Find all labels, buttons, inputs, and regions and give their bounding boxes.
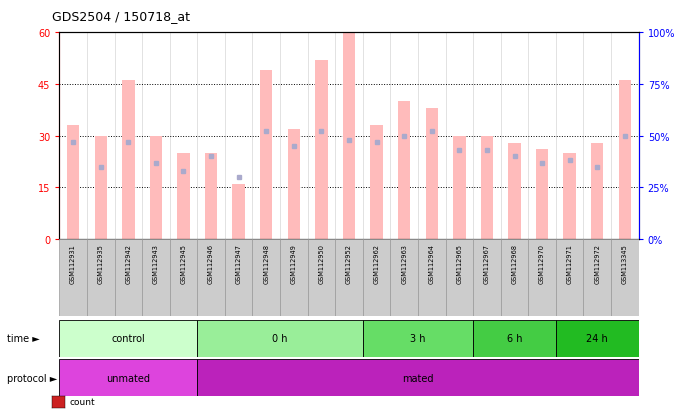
Bar [363, 240, 390, 316]
Text: GSM112949: GSM112949 [291, 243, 297, 283]
Text: GSM112946: GSM112946 [208, 243, 214, 283]
Bar [563, 154, 576, 240]
Text: mated: mated [402, 373, 433, 383]
Text: GSM112963: GSM112963 [401, 243, 407, 283]
Bar [225, 240, 253, 316]
Text: GSM112965: GSM112965 [456, 243, 462, 283]
Bar [122, 81, 135, 240]
Text: protocol ►: protocol ► [7, 373, 57, 383]
Text: GSM112931: GSM112931 [70, 243, 76, 283]
Bar [114, 240, 142, 316]
Bar [198, 240, 225, 316]
Bar [445, 240, 473, 316]
Bar [205, 154, 217, 240]
Bar [371, 126, 383, 240]
Bar [500, 240, 528, 316]
Bar [280, 240, 308, 316]
Text: GSM112970: GSM112970 [539, 243, 545, 283]
Bar [308, 240, 335, 316]
Bar [170, 240, 198, 316]
Bar [591, 143, 604, 240]
Text: GSM112952: GSM112952 [346, 243, 352, 283]
Text: control: control [112, 334, 145, 344]
Text: GSM112943: GSM112943 [153, 243, 159, 283]
Bar [87, 240, 114, 316]
Bar [556, 320, 639, 357]
Bar [260, 71, 272, 240]
Text: 3 h: 3 h [410, 334, 426, 344]
Bar [418, 240, 445, 316]
Text: GSM112964: GSM112964 [429, 243, 435, 283]
Text: GSM112948: GSM112948 [263, 243, 269, 283]
Bar [232, 185, 245, 240]
Bar [556, 240, 584, 316]
Bar [142, 240, 170, 316]
Bar [67, 126, 80, 240]
Bar [177, 154, 190, 240]
Bar [288, 129, 300, 240]
Bar [398, 102, 410, 240]
Bar [618, 81, 631, 240]
Text: GSM113345: GSM113345 [622, 243, 628, 283]
Bar [363, 320, 473, 357]
Text: GSM112971: GSM112971 [567, 243, 572, 283]
Text: GSM112968: GSM112968 [512, 243, 517, 283]
Text: 24 h: 24 h [586, 334, 608, 344]
Bar [390, 240, 418, 316]
Bar [198, 320, 363, 357]
Bar [473, 320, 556, 357]
Bar [453, 136, 466, 240]
Bar [315, 61, 327, 240]
Text: GSM112962: GSM112962 [373, 243, 380, 283]
Text: GSM112942: GSM112942 [126, 243, 131, 283]
Bar [611, 240, 639, 316]
Bar [426, 109, 438, 240]
Text: count: count [70, 397, 96, 406]
Bar [94, 136, 107, 240]
Bar [253, 240, 280, 316]
Text: GDS2504 / 150718_at: GDS2504 / 150718_at [52, 10, 191, 23]
Text: GSM112950: GSM112950 [318, 243, 325, 283]
Bar [528, 240, 556, 316]
Text: GSM112935: GSM112935 [98, 243, 104, 283]
Text: GSM112945: GSM112945 [181, 243, 186, 283]
Text: GSM112967: GSM112967 [484, 243, 490, 283]
Bar [481, 136, 493, 240]
Text: time ►: time ► [7, 334, 40, 344]
Text: GSM112972: GSM112972 [594, 243, 600, 283]
Text: GSM112947: GSM112947 [236, 243, 242, 283]
Text: unmated: unmated [106, 373, 150, 383]
Bar [536, 150, 549, 240]
Bar [335, 240, 363, 316]
Bar [149, 136, 162, 240]
Bar [59, 240, 87, 316]
Bar [59, 320, 198, 357]
Text: 6 h: 6 h [507, 334, 522, 344]
Bar [198, 359, 639, 396]
Bar [473, 240, 500, 316]
Text: 0 h: 0 h [272, 334, 288, 344]
Bar [508, 143, 521, 240]
Bar [59, 359, 198, 396]
Bar [584, 240, 611, 316]
Bar [343, 33, 355, 240]
